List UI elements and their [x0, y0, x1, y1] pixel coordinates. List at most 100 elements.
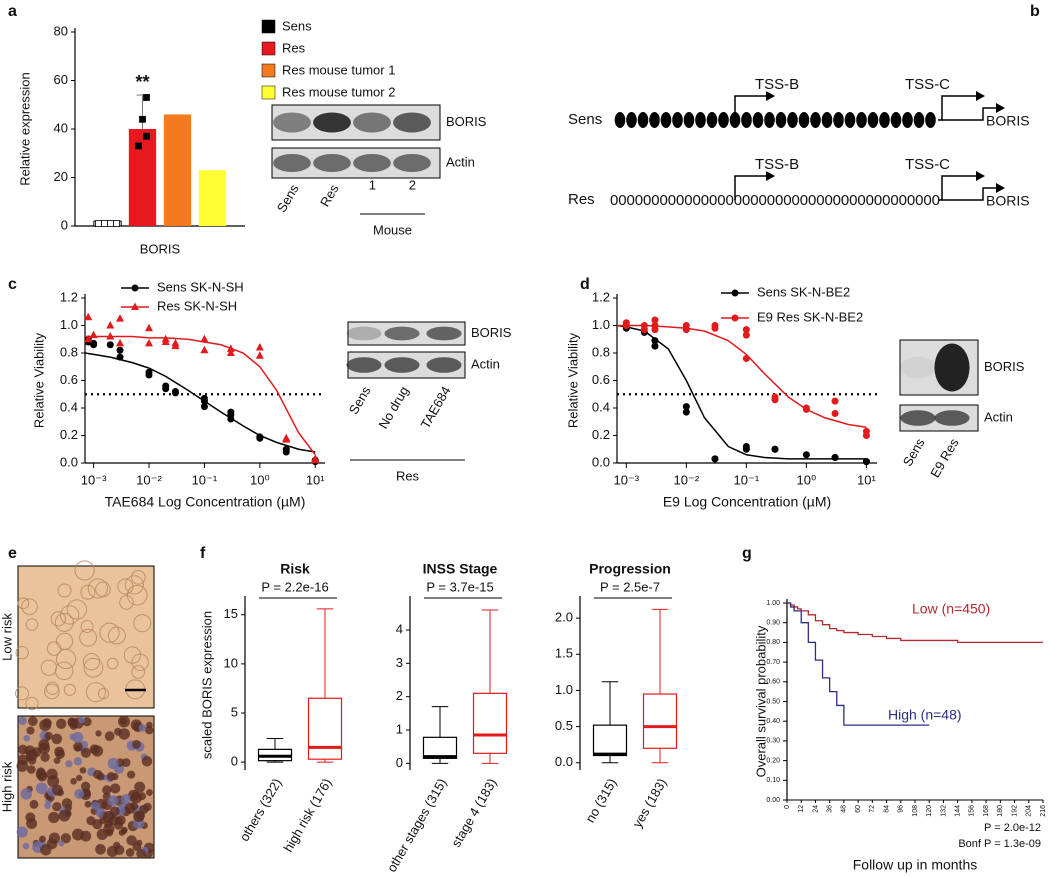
cell — [97, 687, 110, 700]
cell — [55, 632, 74, 650]
cell — [70, 778, 77, 785]
p-value: P = 2.0e-12 — [984, 822, 1041, 834]
cell — [95, 844, 106, 855]
data-point — [226, 344, 235, 352]
methylation-dot — [810, 112, 821, 128]
cell — [80, 620, 94, 633]
promoter-label: TSS-C — [905, 156, 950, 173]
annotation: ** — [135, 72, 149, 92]
cell — [15, 686, 29, 701]
cell — [16, 826, 28, 838]
gene-label: BORIS — [986, 113, 1030, 129]
methylation-dot — [741, 112, 752, 128]
data-point — [84, 334, 93, 343]
data-point — [143, 94, 150, 101]
data-point — [200, 345, 209, 354]
x-tick-label: 192 — [1011, 805, 1018, 817]
lane-label: Sens — [900, 435, 928, 469]
data-point — [682, 326, 690, 334]
x-tick-label: 10⁻² — [674, 472, 700, 487]
methylation-dot — [913, 112, 925, 128]
cell — [82, 788, 91, 798]
panel-label: a — [8, 3, 17, 20]
cell — [89, 744, 100, 755]
band — [900, 356, 936, 379]
methylation-dot — [672, 112, 683, 128]
cell — [20, 788, 33, 800]
legend-swatch — [261, 63, 276, 78]
promoter-label: TSS-B — [755, 76, 799, 93]
cell — [65, 760, 73, 768]
data-point — [135, 142, 142, 150]
cell — [48, 811, 60, 824]
y-tick-label: 0.4 — [60, 399, 78, 414]
cell — [114, 727, 122, 736]
cell — [146, 789, 153, 796]
ihc-image — [17, 565, 155, 709]
y-tick-label: 0.10 — [766, 777, 780, 784]
data-point — [682, 408, 690, 416]
data-point — [101, 220, 108, 227]
methylation-dot — [902, 112, 913, 128]
cell — [74, 560, 95, 581]
band — [353, 154, 391, 172]
cell — [26, 726, 35, 735]
cell — [93, 769, 103, 780]
band — [934, 410, 970, 426]
x-tick-label: 156 — [969, 805, 976, 817]
cell — [65, 810, 72, 817]
cell — [66, 599, 88, 620]
gene-arrow — [942, 187, 998, 201]
cell — [21, 598, 38, 615]
cell — [40, 659, 58, 676]
legend-label: E9 Res SK-N-BE2 — [757, 309, 863, 324]
cell — [132, 739, 141, 749]
image-label: Low risk — [0, 613, 14, 661]
x-tick-label: 216 — [1040, 805, 1047, 817]
x-tick-label: 168 — [983, 805, 990, 817]
cell — [46, 641, 62, 656]
arrow-head — [976, 91, 985, 101]
band — [353, 112, 391, 133]
methylation-dot — [718, 112, 729, 128]
lane-label: 1 — [369, 177, 376, 192]
x-tick-label: others (322) — [237, 776, 285, 844]
cell — [31, 747, 42, 758]
data-point — [143, 132, 150, 140]
data-point — [831, 397, 839, 405]
lane-label: Sens — [346, 383, 374, 417]
methylation-dot — [867, 112, 879, 128]
cell — [50, 611, 66, 627]
image-label: High risk — [0, 761, 14, 812]
data-point — [651, 316, 659, 324]
legend-label: Sens — [282, 18, 312, 33]
band — [346, 326, 382, 341]
data-point — [145, 371, 153, 379]
data-point — [742, 355, 750, 362]
data-point — [162, 385, 170, 393]
promoter-arrow — [938, 95, 978, 121]
x-tick-label: 12 — [798, 805, 805, 813]
cell — [95, 730, 102, 737]
band — [426, 357, 462, 373]
data-point — [106, 341, 114, 349]
gene-label: BORIS — [986, 193, 1030, 209]
data-point — [107, 220, 114, 227]
data-point — [282, 448, 290, 456]
band — [393, 112, 431, 133]
band — [934, 343, 970, 392]
methylation-dot — [833, 112, 844, 128]
promoter-arrow — [734, 95, 768, 120]
band — [384, 357, 420, 373]
cell — [107, 757, 119, 770]
y-tick-label: 0.6 — [592, 372, 610, 387]
cell — [63, 683, 76, 696]
y-tick-label: 0.70 — [766, 659, 780, 666]
x-tick-label: 10⁻² — [136, 472, 162, 487]
cell — [133, 614, 152, 633]
cell — [44, 683, 60, 700]
data-point — [144, 323, 153, 332]
panel-label: f — [200, 545, 206, 562]
arrow-head — [976, 171, 985, 181]
bar — [128, 129, 157, 226]
